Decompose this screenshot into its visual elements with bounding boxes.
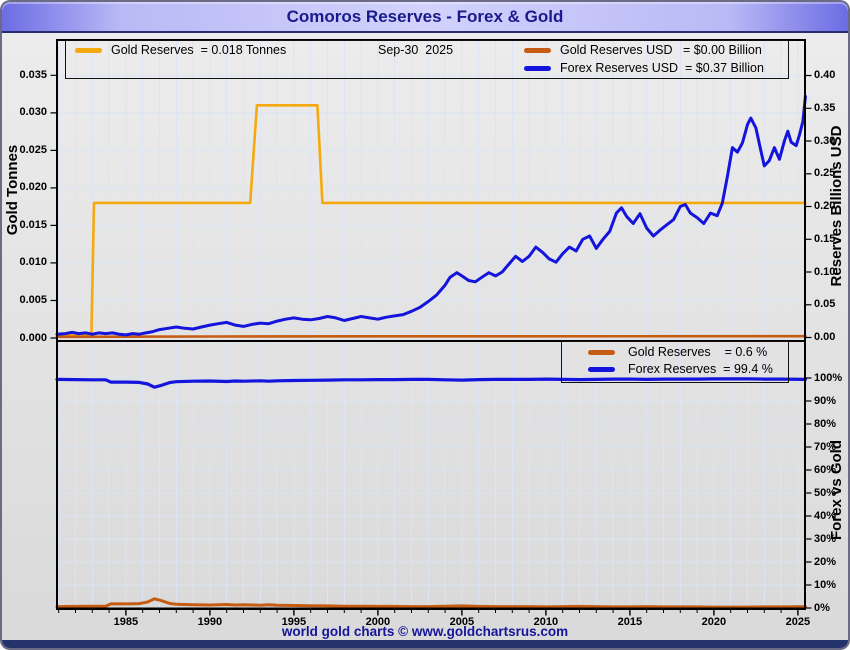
gold-tonnes-tick: 0.035 — [19, 68, 47, 81]
forex-vs-gold-tick: 100% — [814, 371, 843, 384]
gold-reserves-legend-label: Gold Reserves = 0.018 Tonnes — [111, 42, 287, 57]
bottom-strip — [2, 640, 848, 648]
forex-vs-gold-tick: 40% — [814, 509, 837, 522]
forex-vs-gold-tick: 0% — [814, 601, 830, 614]
year-tick: 2020 — [701, 616, 727, 628]
year-tick: 1995 — [281, 616, 307, 628]
year-tick: 2025 — [785, 616, 811, 628]
gold-tonnes-tick: 0.010 — [19, 256, 47, 269]
forex-reserves-pct-swatch — [588, 367, 615, 372]
reserves-usd-tick: 0.10 — [814, 265, 836, 278]
forex-vs-gold-tick: 20% — [814, 555, 837, 568]
year-tick: 2005 — [449, 616, 475, 628]
gold-reserves-usd-swatch — [524, 47, 551, 53]
forex-vs-gold-tick: 60% — [814, 463, 837, 476]
reserves-usd-tick: 0.05 — [814, 298, 836, 311]
bottom-legend-box: Gold Reserves = 0.6 % Forex Reserves = 9… — [561, 341, 789, 383]
forex-vs-gold-tick: 80% — [814, 417, 837, 430]
as-of-date-label: Sep-30 2025 — [378, 42, 454, 57]
reserves-usd-tick: 0.35 — [814, 101, 836, 114]
reserves-usd-tick: 0.15 — [814, 232, 836, 245]
forex-reserves-usd-swatch — [524, 66, 551, 71]
gold-tonnes-tick: 0.020 — [19, 181, 47, 194]
forex-vs-gold-tick: 70% — [814, 440, 837, 453]
reserves-usd-tick: 0.40 — [814, 69, 836, 81]
forex-vs-gold-tick: 90% — [814, 394, 837, 407]
gold-tonnes-tick: 0.005 — [19, 293, 47, 306]
gold-tonnes-tick: 0.025 — [19, 143, 47, 156]
gold-reserves-pct-swatch — [588, 349, 615, 355]
gold-reserves-pct-legend-label: Gold Reserves = 0.6 % — [628, 345, 768, 359]
chart-title: Comoros Reserves - Forex & Gold — [286, 7, 564, 26]
footer-credit: world gold charts © www.goldchartsrus.co… — [281, 624, 569, 639]
year-tick: 2015 — [617, 616, 643, 628]
title-bar: Comoros Reserves - Forex & Gold — [2, 2, 848, 33]
year-tick: 1990 — [197, 616, 223, 628]
forex-vs-gold-tick: 50% — [814, 486, 837, 499]
reserves-usd-tick: 0.30 — [814, 134, 836, 147]
forex-vs-gold-tick: 10% — [814, 578, 837, 591]
gold-tonnes-tick: 0.030 — [19, 106, 47, 119]
forex-reserves-pct-legend-label: Forex Reserves = 99.4 % — [628, 362, 773, 376]
year-tick: 2010 — [533, 616, 559, 628]
top-legend-box: Gold Reserves = 0.018 Tonnes Sep-30 2025… — [65, 40, 789, 79]
year-tick: 1985 — [113, 616, 139, 628]
reserves-usd-tick: 0.00 — [814, 331, 836, 343]
gold-reserves-usd-legend-label: Gold Reserves USD = $0.00 Billion — [560, 42, 762, 57]
reserves-usd-tick: 0.25 — [814, 167, 836, 180]
gold-tonnes-tick: 0.015 — [19, 218, 47, 231]
gold-tonnes-tick: 0.000 — [19, 331, 47, 344]
forex-reserves-usd-legend-label: Forex Reserves USD = $0.37 Billion — [560, 61, 764, 75]
gold-reserves-swatch — [75, 47, 102, 53]
year-tick: 2000 — [365, 616, 391, 628]
reserves-usd-tick: 0.20 — [814, 200, 836, 212]
forex-vs-gold-tick: 30% — [814, 532, 837, 545]
